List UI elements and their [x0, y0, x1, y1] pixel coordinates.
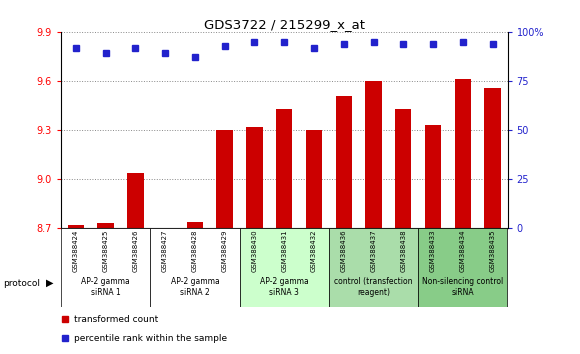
Text: protocol: protocol: [3, 279, 40, 288]
Bar: [455, 79, 471, 228]
Text: GSM388428: GSM388428: [192, 230, 198, 272]
Bar: [484, 87, 501, 228]
Text: GSM388436: GSM388436: [340, 230, 347, 273]
Bar: [276, 109, 292, 228]
Text: GSM388430: GSM388430: [251, 230, 258, 273]
Bar: [329, 228, 418, 307]
Bar: [365, 81, 382, 228]
Text: AP-2 gamma
siRNA 3: AP-2 gamma siRNA 3: [260, 278, 309, 297]
Text: GSM388425: GSM388425: [103, 230, 108, 272]
Text: AP-2 gamma
siRNA 2: AP-2 gamma siRNA 2: [171, 278, 219, 297]
Text: Non-silencing control
siRNA: Non-silencing control siRNA: [422, 278, 503, 297]
Text: transformed count: transformed count: [74, 315, 158, 324]
Bar: [97, 223, 114, 228]
Text: GSM388435: GSM388435: [490, 230, 496, 272]
Text: control (transfection
reagent): control (transfection reagent): [334, 278, 413, 297]
Text: GSM388433: GSM388433: [430, 230, 436, 273]
Bar: [68, 225, 84, 228]
Bar: [306, 130, 322, 228]
Text: ▶: ▶: [46, 278, 53, 288]
Bar: [240, 228, 329, 307]
Bar: [425, 125, 441, 228]
Text: GSM388432: GSM388432: [311, 230, 317, 272]
Bar: [336, 96, 352, 228]
Text: GSM388431: GSM388431: [281, 230, 287, 273]
Text: GSM388426: GSM388426: [132, 230, 139, 272]
Bar: [150, 228, 240, 307]
Text: percentile rank within the sample: percentile rank within the sample: [74, 334, 227, 343]
Bar: [216, 130, 233, 228]
Bar: [187, 222, 203, 228]
Text: GSM388434: GSM388434: [460, 230, 466, 272]
Text: GSM388438: GSM388438: [400, 230, 407, 273]
Text: GSM388427: GSM388427: [162, 230, 168, 272]
Text: GSM388437: GSM388437: [371, 230, 376, 273]
Text: GSM388424: GSM388424: [72, 230, 79, 272]
Title: GDS3722 / 215299_x_at: GDS3722 / 215299_x_at: [204, 18, 365, 31]
Bar: [418, 228, 508, 307]
Bar: [127, 173, 143, 228]
Bar: [61, 228, 150, 307]
Bar: [395, 109, 411, 228]
Text: GSM388429: GSM388429: [222, 230, 228, 272]
Text: AP-2 gamma
siRNA 1: AP-2 gamma siRNA 1: [81, 278, 130, 297]
Bar: [246, 127, 263, 228]
